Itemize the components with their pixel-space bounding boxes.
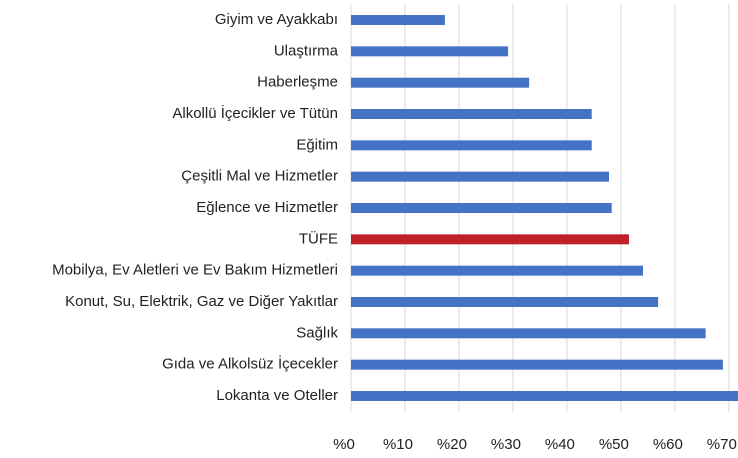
x-tick-label: %0 xyxy=(333,436,355,453)
y-tick-label: Mobilya, Ev Aletleri ve Ev Bakım Hizmetl… xyxy=(52,262,338,279)
bar xyxy=(351,203,612,213)
bar xyxy=(351,171,609,182)
y-tick-label: Ulaştırma xyxy=(274,42,339,59)
y-tick-label: Gıda ve Alkolsüz İçecekler xyxy=(162,355,338,373)
bar xyxy=(351,234,629,245)
bar xyxy=(351,297,659,307)
x-tick-label: %30 xyxy=(491,436,521,453)
x-tick-label: %60 xyxy=(653,436,683,453)
y-tick-label: Sağlık xyxy=(296,324,338,341)
y-tick-label: Konut, Su, Elektrik, Gaz ve Diğer Yakıtl… xyxy=(65,293,338,310)
bar xyxy=(351,109,592,119)
y-tick-label: Çeşitli Mal ve Hizmetler xyxy=(181,168,338,185)
y-tick-label: Eğlence ve Hizmetler xyxy=(196,199,338,216)
y-tick-label: Lokanta ve Oteller xyxy=(216,387,338,404)
x-tick-label: %40 xyxy=(545,436,575,453)
y-tick-label: Giyim ve Ayakkabı xyxy=(215,11,338,28)
bar xyxy=(351,77,530,88)
bar xyxy=(351,265,644,276)
y-tick-label: Haberleşme xyxy=(257,74,338,91)
bar xyxy=(351,140,592,151)
bar xyxy=(351,391,738,401)
y-tick-label: TÜFE xyxy=(299,229,338,247)
x-tick-label: %20 xyxy=(437,436,467,453)
y-tick-label: Eğitim xyxy=(296,136,338,153)
x-tick-label: %50 xyxy=(599,436,629,453)
y-tick-label: Alkollü İçecikler ve Tütün xyxy=(172,104,338,122)
bar xyxy=(351,359,723,370)
bar xyxy=(351,328,706,339)
x-tick-label: %70 xyxy=(707,436,737,453)
bar xyxy=(351,46,509,57)
x-tick-label: %10 xyxy=(383,436,413,453)
bar xyxy=(351,15,445,25)
